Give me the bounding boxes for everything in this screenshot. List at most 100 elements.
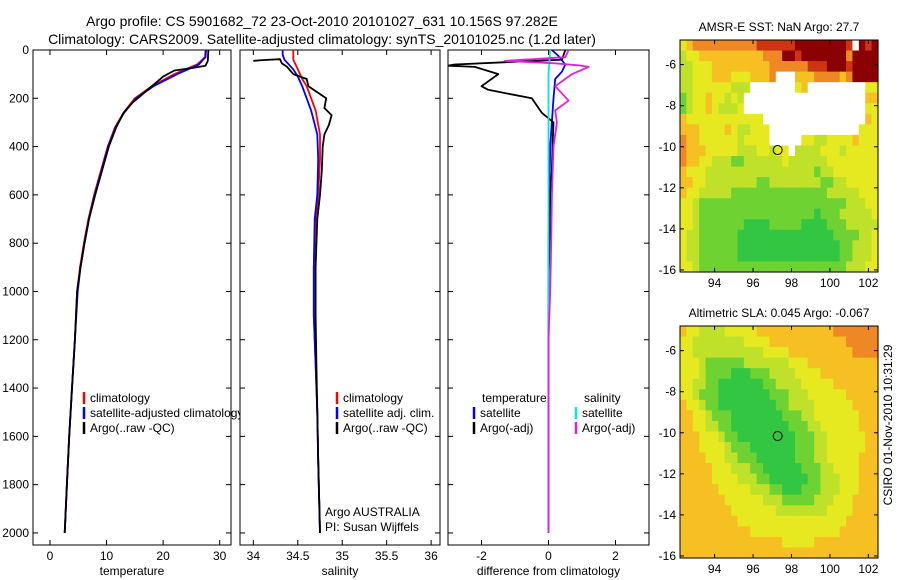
sla-cell	[711, 505, 719, 517]
sla-cell	[814, 326, 822, 338]
sla-xtick-label: 98	[785, 562, 799, 576]
sst-cell	[686, 187, 694, 199]
sla-cell	[788, 336, 796, 348]
sst-cell	[750, 113, 758, 125]
sla-cell	[775, 410, 783, 422]
sla-cell	[737, 357, 745, 369]
sla-cell	[775, 357, 783, 369]
sla-cell	[686, 547, 694, 559]
sst-cell	[705, 145, 713, 157]
sla-cell	[782, 515, 790, 527]
sla-cell	[871, 410, 879, 422]
sst-cell	[865, 92, 873, 104]
sla-cell	[769, 347, 777, 359]
sst-cell	[820, 177, 828, 189]
sst-cell	[794, 92, 802, 104]
sla-cell	[852, 357, 860, 369]
sst-cell	[775, 177, 783, 189]
sst-cell	[814, 61, 822, 73]
sla-cell	[852, 442, 860, 454]
sla-cell	[871, 368, 879, 380]
sst-cell	[705, 92, 713, 104]
sst-cell	[680, 177, 687, 189]
sst-cell	[807, 92, 815, 104]
sst-cell	[846, 156, 854, 168]
sla-cell	[737, 442, 745, 454]
sla-cell	[788, 526, 796, 538]
sst-cell	[807, 124, 815, 136]
sla-cell	[801, 494, 809, 506]
sla-cell	[692, 389, 700, 401]
temp-axes-box	[32, 49, 232, 546]
sst-cell	[801, 177, 809, 189]
sst-cell	[692, 134, 700, 147]
sst-cell	[807, 177, 815, 189]
sst-cell	[865, 166, 873, 178]
figure-title-line2: Climatology: CARS2009. Satellite-adjuste…	[48, 31, 596, 47]
sst-cell	[699, 208, 707, 220]
sla-cell	[743, 347, 751, 359]
sla-cell	[680, 336, 687, 348]
sst-cell	[680, 229, 687, 241]
sst-cell	[692, 187, 700, 199]
sla-cell	[763, 389, 771, 401]
sst-cell	[750, 187, 758, 199]
sst-cell	[846, 240, 854, 252]
sst-cell	[775, 71, 783, 83]
sst-cell	[724, 113, 732, 125]
sla-cell	[686, 515, 694, 527]
sla-cell	[763, 526, 771, 538]
sst-cell	[743, 240, 751, 252]
sst-cell	[724, 124, 732, 136]
sla-cell	[865, 410, 873, 422]
sla-cell	[852, 336, 860, 348]
sst-cell	[705, 198, 713, 210]
sst-cell	[820, 208, 828, 220]
sst-cell	[711, 103, 719, 115]
sla-cell	[769, 515, 777, 527]
sst-cell	[833, 113, 841, 125]
sst-cell	[788, 113, 796, 125]
sst-cell	[871, 113, 879, 125]
sst-cell	[833, 145, 841, 157]
sla-cell	[743, 420, 751, 433]
sst-cell	[699, 240, 707, 252]
sst-cell	[756, 156, 764, 168]
sla-cell	[788, 442, 796, 454]
sst-cell	[814, 229, 822, 241]
sla-cell	[820, 484, 828, 496]
sla-cell	[775, 473, 783, 485]
sst-cell	[718, 113, 726, 125]
sst-cell	[788, 40, 796, 52]
sst-cell	[871, 198, 879, 210]
sla-cell	[820, 431, 828, 443]
sst-cell	[699, 156, 707, 168]
sla-cell	[724, 389, 732, 401]
sla-cell	[788, 473, 796, 485]
sst-cell	[865, 124, 873, 136]
sst-cell	[756, 92, 764, 104]
sst-cell	[731, 250, 739, 263]
sla-cell	[858, 389, 866, 401]
sst-cell	[756, 240, 764, 252]
sla-cell	[865, 526, 873, 538]
sla-cell	[833, 452, 841, 464]
sst-cell	[858, 82, 866, 94]
sla-map-panel: Altimetric SLA: 0.045 Argo: -0.067 94 96 98…	[659, 306, 879, 576]
sla-cell	[826, 473, 834, 485]
diff-legend-temp-satellite-label: satellite	[480, 406, 521, 420]
sst-cell	[839, 50, 847, 62]
sla-cell	[718, 536, 726, 549]
diff-legend-sal-satellite-label: satellite	[582, 406, 623, 420]
sla-cell	[724, 420, 732, 433]
sla-cell	[769, 368, 777, 380]
sla-cell	[731, 473, 739, 485]
sst-cell	[839, 198, 847, 210]
sla-cell	[692, 494, 700, 506]
sla-cell	[737, 431, 745, 443]
sst-cell	[865, 250, 873, 263]
sst-xtick-label: 102	[858, 276, 878, 290]
sla-cell	[680, 526, 687, 538]
sst-cell	[750, 82, 758, 94]
sla-cell	[826, 515, 834, 527]
